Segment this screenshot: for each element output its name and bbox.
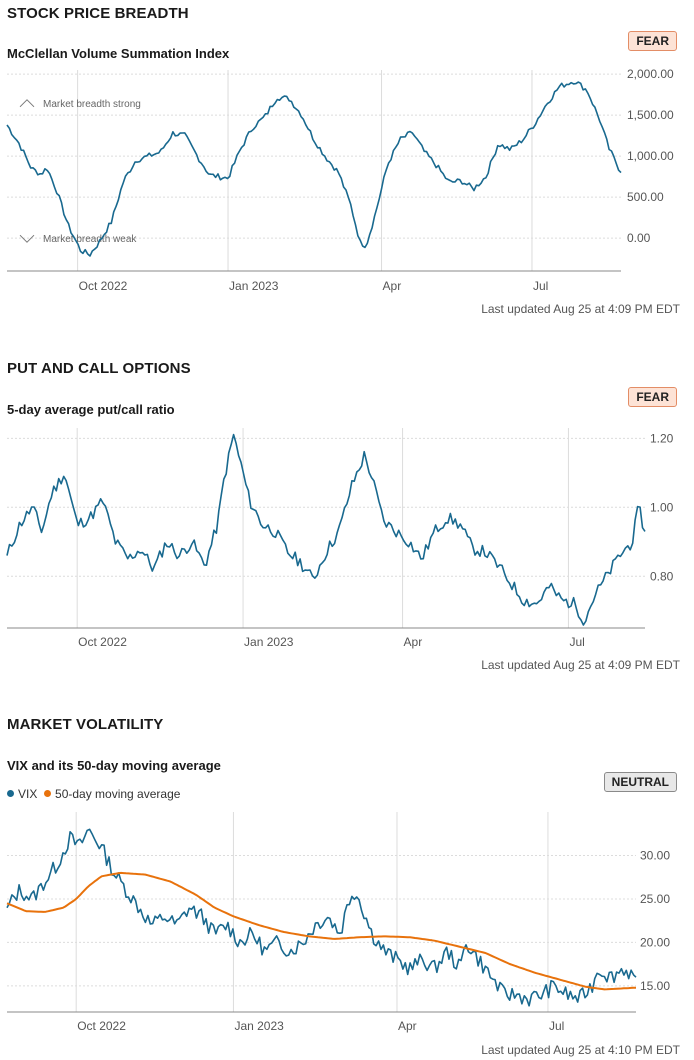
legend-vix: VIX	[18, 787, 38, 801]
panel-market-volatility: MARKET VOLATILITY VIX and its 50-day mov…	[0, 712, 694, 1060]
panel-subtitle: McClellan Volume Summation Index	[7, 46, 230, 61]
panel-title: PUT AND CALL OPTIONS	[7, 360, 191, 377]
y-tick-label: 20.00	[640, 935, 670, 949]
x-tick-label: Apr	[404, 635, 423, 649]
y-tick-label: 30.00	[640, 848, 670, 862]
x-tick-label: Oct 2022	[78, 635, 127, 649]
last-updated: Last updated Aug 25 at 4:09 PM EDT	[481, 302, 680, 316]
panel-title: STOCK PRICE BREADTH	[7, 5, 189, 22]
last-updated: Last updated Aug 25 at 4:10 PM EDT	[481, 1043, 680, 1057]
y-tick-label: 1,000.00	[627, 149, 674, 163]
y-tick-label: 500.00	[627, 190, 664, 204]
chart-legend: VIX 50-day moving average	[7, 787, 180, 801]
x-tick-label: Oct 2022	[79, 279, 128, 293]
sentiment-badge: FEAR	[628, 31, 677, 51]
panel-title: MARKET VOLATILITY	[7, 716, 164, 733]
y-tick-label: 0.80	[650, 569, 674, 583]
vix-chart: 15.00 20.00 25.00 30.00 Oct 2022 Jan 2023 Apr J…	[6, 812, 670, 1033]
panel-stock-price-breadth: STOCK PRICE BREADTH McClellan Volume Sum…	[0, 0, 694, 320]
chevron-down-icon	[19, 234, 35, 243]
breadth-chart: 0.00 500.00 1,000.00 1,500.00 2,000.00 Oct 20…	[6, 67, 674, 293]
panel-put-call: PUT AND CALL OPTIONS 5-day average put/c…	[0, 356, 694, 676]
series-line-50-day-moving-average	[6, 871, 637, 991]
legend-ma: 50-day moving average	[55, 787, 181, 801]
y-tick-label: 15.00	[640, 979, 670, 993]
x-tick-label: Oct 2022	[77, 1019, 126, 1033]
annotation-weak: Market breadth weak	[43, 234, 137, 245]
annotation-strong: Market breadth strong	[43, 99, 141, 110]
chevron-up-icon	[19, 99, 35, 108]
y-tick-label: 25.00	[640, 892, 670, 906]
x-tick-label: Jan 2023	[244, 635, 294, 649]
y-tick-label: 1.20	[650, 431, 674, 445]
series-line-mcclellan-volume-summation-index	[6, 81, 622, 257]
panel-subtitle: VIX and its 50-day moving average	[7, 758, 221, 773]
last-updated: Last updated Aug 25 at 4:09 PM EDT	[481, 658, 680, 672]
vix-legend-dot	[7, 790, 14, 797]
x-tick-label: Apr	[383, 279, 402, 293]
sentiment-badge: FEAR	[628, 387, 677, 407]
y-tick-label: 0.00	[627, 231, 651, 245]
series-line-vix	[6, 828, 637, 1007]
sentiment-badge: NEUTRAL	[603, 772, 677, 792]
x-tick-label: Apr	[398, 1019, 417, 1033]
series-line-put-call-ratio	[6, 433, 646, 626]
x-tick-label: Jul	[549, 1019, 564, 1033]
ma-legend-dot	[44, 790, 52, 797]
y-tick-label: 1.00	[650, 500, 674, 514]
panel-subtitle: 5-day average put/call ratio	[7, 402, 175, 417]
y-tick-label: 1,500.00	[627, 108, 674, 122]
y-tick-label: 2,000.00	[627, 67, 674, 81]
put-call-chart: 0.80 1.00 1.20 Oct 2022 Jan 2023 Apr Jul	[6, 428, 674, 649]
x-tick-label: Jul	[569, 635, 584, 649]
x-tick-label: Jan 2023	[229, 279, 279, 293]
x-tick-label: Jul	[533, 279, 548, 293]
x-tick-label: Jan 2023	[234, 1019, 284, 1033]
